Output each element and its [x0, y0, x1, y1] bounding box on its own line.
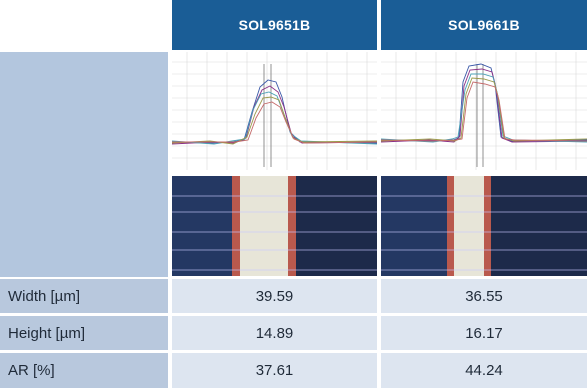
height-value-sol9651b: 14.89	[172, 316, 377, 350]
row-label-width: Width [µm]	[0, 279, 168, 313]
surface-profile-plot	[172, 52, 377, 170]
micrograph-image	[172, 176, 377, 276]
image-row-label-cell	[0, 52, 168, 277]
width-value-sol9661b: 36.55	[381, 279, 587, 313]
micrograph-image	[381, 176, 587, 276]
ar-value-sol9651b: 37.61	[172, 353, 377, 388]
profile-image-sol9661b	[381, 52, 587, 277]
header-corner-cell	[0, 0, 168, 50]
header-sol9651b: SOL9651B	[172, 0, 377, 50]
height-value-sol9661b: 16.17	[381, 316, 587, 350]
row-label-ar: AR [%]	[0, 353, 168, 388]
row-label-height: Height [µm]	[0, 316, 168, 350]
width-value-sol9651b: 39.59	[172, 279, 377, 313]
surface-profile-plot	[381, 52, 587, 170]
ar-value-sol9661b: 44.24	[381, 353, 587, 388]
profile-image-sol9651b	[172, 52, 377, 277]
header-sol9661b: SOL9661B	[381, 0, 587, 50]
